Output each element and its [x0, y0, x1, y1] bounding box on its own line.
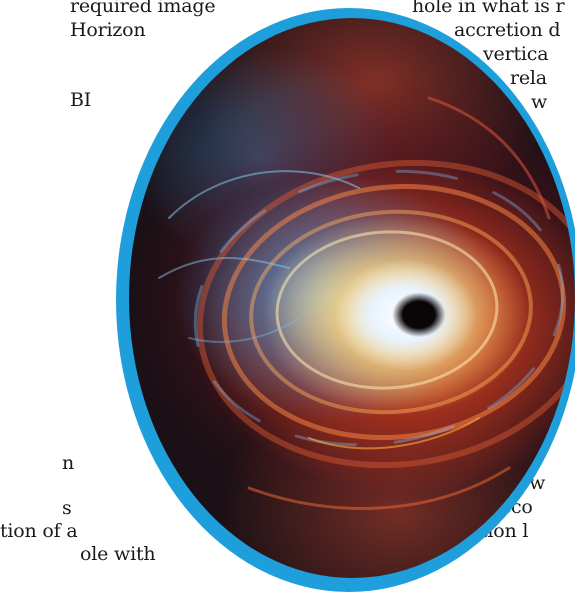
left-text-line-2: Horizon: [70, 19, 146, 41]
left-text-line-7: ole with: [80, 543, 156, 565]
left-text-line-6: tion of a: [0, 520, 78, 542]
left-text-line-4: n: [62, 452, 75, 474]
right-text-line-5: w: [531, 91, 548, 113]
black-hole-illustration: [129, 18, 575, 578]
right-text-line-3: vertica: [483, 43, 549, 65]
right-text-line-1: hole in what is r: [412, 0, 565, 17]
black-hole-core: [406, 308, 428, 322]
left-text-line-3: BI: [70, 89, 92, 111]
left-text-line-1: required image: [70, 0, 216, 17]
right-text-line-2: accretion d: [454, 19, 561, 41]
right-text-line-4: rela: [510, 67, 547, 89]
accretion-disc-swirls: [158, 96, 575, 510]
left-text-line-5: s: [62, 497, 72, 519]
